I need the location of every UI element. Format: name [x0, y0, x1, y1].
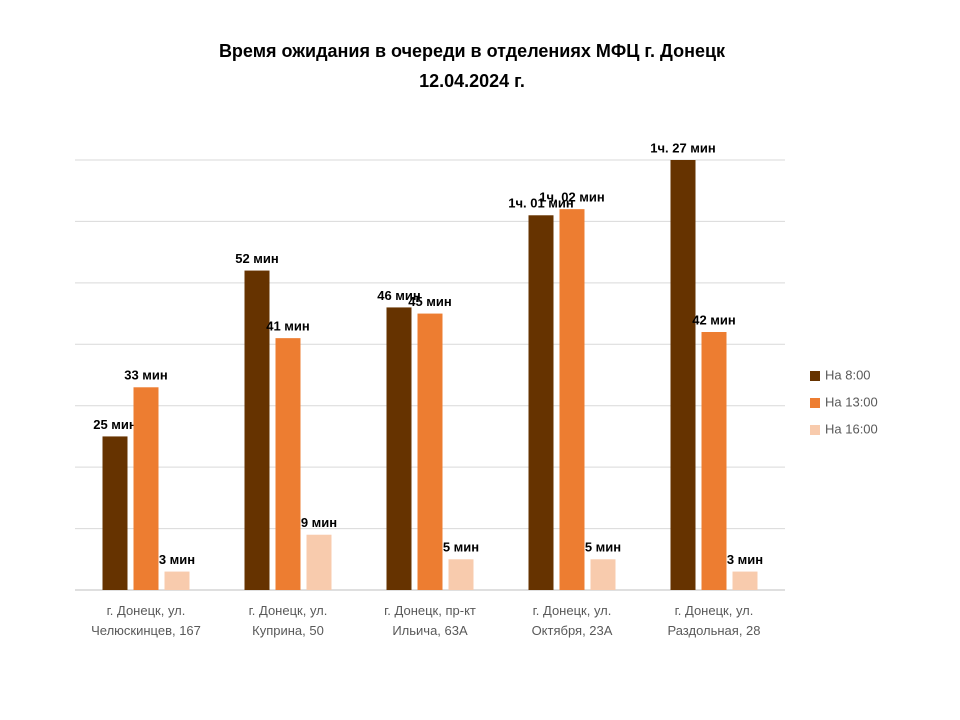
data-label: 1ч. 27 мин	[650, 140, 716, 155]
legend-label: На 16:00	[825, 421, 878, 436]
data-label: 41 мин	[266, 319, 310, 334]
data-label: 9 мин	[301, 515, 337, 530]
bar	[275, 338, 301, 590]
data-label: 1ч. 01 мин	[508, 196, 574, 211]
x-tick-label: г. Донецк, ул. Октября, 23А	[531, 603, 613, 638]
legend-swatch	[810, 398, 820, 408]
bar	[306, 534, 332, 590]
data-label: 1ч. 02 мин	[539, 190, 605, 205]
bar	[244, 270, 270, 590]
data-label: 42 мин	[692, 312, 736, 327]
bar	[559, 209, 585, 590]
data-label: 33 мин	[124, 368, 168, 383]
bar	[701, 332, 727, 590]
chart-title: Время ожидания в очереди в отделениях МФ…	[219, 41, 726, 61]
data-label: 5 мин	[443, 540, 479, 555]
x-tick-label: г. Донецк, пр-кт Ильича, 63А	[384, 603, 476, 638]
x-tick-label: г. Донецк, ул. Раздольная, 28	[667, 603, 761, 638]
bar	[732, 571, 758, 590]
bar	[102, 436, 128, 590]
data-label: 45 мин	[408, 294, 452, 309]
x-tick-label: г. Донецк, ул. Куприна, 50	[248, 603, 328, 638]
legend-swatch	[810, 425, 820, 435]
bar	[590, 559, 616, 590]
data-label: 52 мин	[235, 251, 279, 266]
bar	[164, 571, 190, 590]
chart-subtitle: 12.04.2024 г.	[419, 71, 525, 91]
bar	[386, 307, 412, 590]
bar	[528, 215, 554, 590]
data-label: 3 мин	[159, 552, 195, 567]
legend-swatch	[810, 371, 820, 381]
x-tick-label: г. Донецк, ул. Челюскинцев, 167	[91, 603, 201, 638]
data-label: 46 мин	[377, 288, 421, 303]
bar	[670, 160, 696, 590]
data-label: 3 мин	[727, 552, 763, 567]
legend-label: На 13:00	[825, 394, 878, 409]
bar	[417, 313, 443, 590]
bar	[448, 559, 474, 590]
data-label: 25 мин	[93, 417, 137, 432]
bar	[133, 387, 159, 590]
legend-label: На 8:00	[825, 367, 871, 382]
data-label: 5 мин	[585, 540, 621, 555]
